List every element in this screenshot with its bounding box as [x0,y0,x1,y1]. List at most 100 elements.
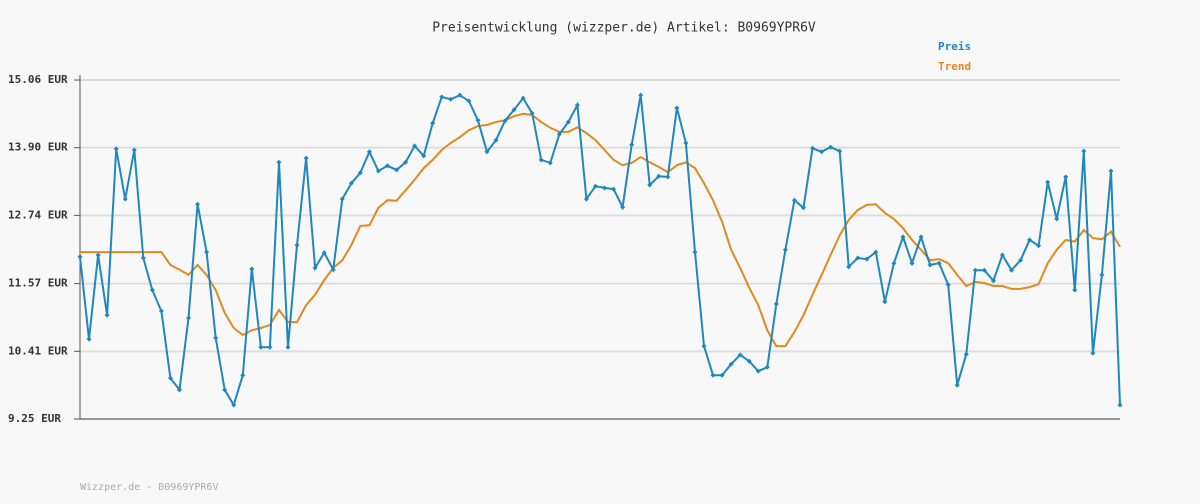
point [195,201,201,207]
point [837,148,843,154]
point [122,196,128,202]
point [348,180,354,186]
chart-title: Preisentwicklung (wizzper.de) Artikel: B… [432,21,816,36]
point [683,140,689,146]
point [267,344,273,350]
point [357,170,363,176]
point [1027,237,1033,243]
point [773,301,779,307]
point [529,110,535,116]
point [954,382,960,388]
point [710,372,716,378]
point [972,267,978,273]
point [457,92,463,98]
point [990,278,996,284]
point [131,147,137,153]
point [1072,287,1078,293]
point [565,119,571,125]
point [629,142,635,148]
y-tick-label: 10.41 EUR [8,344,68,357]
point [104,312,110,318]
legend-entry: Trend [938,60,971,73]
point [882,299,888,305]
point [430,120,436,126]
point [222,387,228,393]
point [303,155,309,161]
point [936,260,942,266]
point [746,358,752,364]
point [140,255,146,261]
point [213,335,219,341]
point [701,343,707,349]
y-tick-label: 15.06 EUR [8,73,68,86]
point [448,96,454,102]
point [620,204,626,210]
point [1117,402,1123,408]
point [800,205,806,211]
line-0 [79,94,1121,408]
point [113,146,119,152]
point [665,174,671,180]
point [285,344,291,350]
point [963,351,969,357]
point [728,361,734,367]
point [366,149,372,155]
point [574,102,580,108]
point [864,256,870,262]
point [520,95,526,101]
point [158,308,164,314]
point [755,368,761,374]
point [249,266,255,272]
point [312,265,318,271]
point [240,372,246,378]
point [77,254,83,260]
point [1099,272,1105,278]
point [339,196,345,202]
point [909,260,915,266]
point [439,94,445,100]
point [547,160,553,166]
point [493,137,499,143]
point [384,163,390,169]
point [674,105,680,111]
point [412,143,418,149]
point [538,157,544,163]
point [855,255,861,261]
point [719,372,725,378]
point [737,352,743,358]
point [186,315,192,321]
point [258,344,264,350]
point [231,402,237,408]
point [647,182,653,188]
point [502,118,508,124]
point [611,186,617,192]
point [95,252,101,258]
point [692,249,698,255]
point [583,196,589,202]
point [592,183,598,189]
point [294,242,300,248]
point [1018,257,1024,263]
point [819,149,825,155]
point [511,107,517,113]
point [927,262,933,268]
point [321,250,327,256]
point [791,197,797,203]
point [918,234,924,240]
point [1108,168,1114,174]
y-tick-label: 12.74 EUR [8,208,68,221]
point [1008,267,1014,273]
point [204,249,210,255]
point [1045,179,1051,185]
point [846,264,852,270]
point [1054,216,1060,222]
point [466,98,472,104]
point [375,168,381,174]
point [167,375,173,381]
point [86,336,92,342]
point [810,145,816,151]
line-1 [80,112,1121,348]
point [421,153,427,159]
